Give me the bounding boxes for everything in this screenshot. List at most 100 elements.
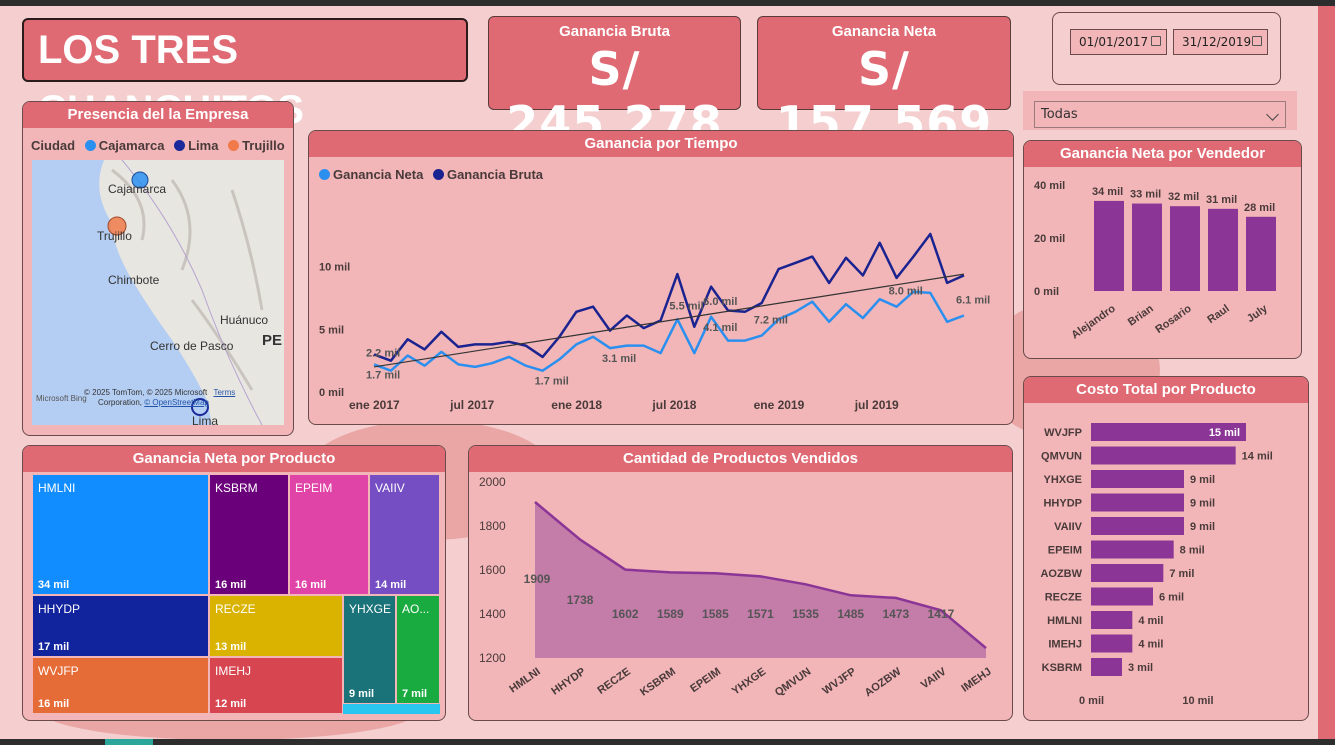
data-label: 1535 [792, 607, 819, 621]
vendor-chart[interactable]: 0 mil 20 mil 40 mil 34 mil Alejandro 33 mil Br… [1024, 168, 1301, 358]
start-date-input[interactable]: 01/01/2017 [1070, 29, 1167, 55]
calendar-icon[interactable] [1252, 36, 1262, 46]
cost-bar [1091, 423, 1246, 441]
map-bubble-lima[interactable] [191, 398, 209, 416]
data-label: 8.0 mil [889, 286, 923, 298]
vendor-panel-title: Ganancia Neta por Vendedor [1024, 141, 1301, 167]
cost-bar [1091, 587, 1153, 606]
map-bubble-cajamarca[interactable] [131, 171, 149, 189]
treemap-tile[interactable]: VAIIV 14 mil [369, 474, 440, 595]
time-legend: Ganancia Neta Ganancia Bruta [319, 167, 543, 182]
map-bubble-trujillo[interactable] [107, 216, 127, 236]
time-panel-title: Ganancia por Tiempo [309, 131, 1013, 157]
x-tick-label: AOZBW [863, 665, 904, 699]
top-bar [0, 0, 1335, 6]
data-label: 1485 [837, 607, 864, 621]
tile-value: 17 mil [38, 641, 70, 653]
calendar-icon[interactable] [1151, 36, 1161, 46]
bar-value-label: 7 mil [1169, 568, 1194, 580]
attribution-terms-link[interactable]: Terms [213, 388, 236, 397]
legend-item-neta[interactable]: Ganancia Neta [333, 167, 424, 182]
tile-value: 13 mil [215, 641, 247, 653]
tile-label: IMEHJ [215, 664, 251, 678]
area-fill [535, 502, 986, 658]
treemap-tile[interactable]: EPEIM 16 mil [289, 474, 369, 595]
y-tick-label: 1800 [479, 519, 506, 533]
treemap-tile[interactable]: HHYDP 17 mil [32, 595, 209, 657]
ocean-area [32, 160, 212, 425]
tile-label: AO... [402, 602, 430, 616]
cost-chart[interactable]: WVJFP 15 mil QMVUN 14 mil YHXGE 9 mil HHYDP 9 m… [1024, 404, 1308, 720]
y-tick-label: HHYDP [1043, 498, 1082, 510]
map-attribution: © 2025 TomTom, © 2025 Microsoft Terms [84, 388, 235, 397]
legend-item-trujillo[interactable]: Trujillo [242, 138, 285, 153]
border-line [121, 160, 263, 425]
y-tick-label: 1600 [479, 563, 506, 577]
data-label: 4.1 mil [703, 322, 737, 334]
x-tick-label: HMLNI [507, 666, 542, 696]
vendor-bar [1094, 200, 1124, 291]
tile-label: RECZE [215, 602, 256, 616]
bar-value-label: 9 mil [1190, 474, 1215, 486]
quantity-chart[interactable]: 1200 1400 1600 1800 2000 1909 1738 1602 1589 1585… [469, 473, 1012, 721]
x-tick-label: jul 2019 [854, 398, 899, 412]
time-chart[interactable]: 0 mil 5 mil 10 mil ene 2017 jul 2017 ene 2018… [309, 159, 1013, 424]
place-chimbote: Chimbote [108, 273, 160, 287]
city-dropdown[interactable]: Todas [1034, 101, 1286, 128]
bing-logo: Microsoft Bing [36, 394, 87, 403]
x-tick-label: VAIIV [919, 665, 949, 691]
terrain-lines [111, 168, 264, 391]
treemap-tile[interactable]: YHXGE 9 mil [343, 595, 396, 704]
treemap-chart[interactable]: HMLNI 34 mil KSBRM 16 mil EPEIM 16 mil VAIIV 14… [32, 474, 440, 714]
attribution-osm-link[interactable]: © OpenStreetMap [144, 398, 209, 407]
bar-value-label: 9 mil [1190, 498, 1215, 510]
trend-line [373, 273, 965, 368]
data-label: 1909 [524, 572, 551, 586]
page-tab-indicator[interactable] [105, 739, 153, 745]
treemap-tile[interactable]: WVJFP 16 mil [32, 657, 209, 714]
tile-label: HHYDP [38, 602, 81, 616]
bar-value-label: 32 mil [1168, 191, 1199, 203]
x-tick-label: WVJFP [820, 666, 858, 698]
end-date-input[interactable]: 31/12/2019 [1173, 29, 1268, 55]
kpi-net-profit[interactable]: Ganancia Neta S/ 157,569 [757, 16, 1011, 150]
y-tick-label: 10 mil [319, 262, 350, 274]
treemap-tile-small[interactable] [343, 704, 440, 714]
vendor-panel: Ganancia Neta por Vendedor 0 mil 20 mil 40… [1023, 140, 1302, 359]
treemap-tile[interactable]: KSBRM 16 mil [209, 474, 289, 595]
x-tick-label: Alejandro [1069, 302, 1118, 341]
data-label: 1589 [657, 607, 684, 621]
x-tick-label: Raul [1205, 303, 1231, 327]
treemap-tile[interactable]: HMLNI 34 mil [32, 474, 209, 595]
bar-value-label: 28 mil [1244, 202, 1275, 214]
y-tick-label: WVJFP [1044, 427, 1082, 439]
kpi-gross-profit[interactable]: Ganancia Bruta S/ 245,278 [488, 16, 741, 150]
quantity-panel-title: Cantidad de Productos Vendidos [469, 446, 1012, 472]
date-range-slicer: 01/01/2017 31/12/2019 [1052, 12, 1281, 85]
tile-value: 16 mil [215, 579, 247, 591]
data-label: 1.7 mil [535, 376, 569, 388]
vendor-bar [1170, 206, 1200, 291]
kpi-net-label: Ganancia Neta [831, 23, 937, 40]
legend-item-lima[interactable]: Lima [188, 138, 219, 153]
data-label: 1571 [747, 607, 774, 621]
start-date-value: 01/01/2017 [1079, 35, 1149, 49]
legend-item-bruta[interactable]: Ganancia Bruta [446, 167, 544, 182]
cost-bar [1091, 517, 1184, 535]
legend-item-cajamarca[interactable]: Cajamarca [98, 138, 165, 153]
treemap-tile[interactable]: AO... 7 mil [396, 595, 440, 704]
y-tick-label: 0 mil [1034, 286, 1059, 298]
x-tick-label: ene 2019 [754, 398, 805, 412]
x-tick-label: HHYDP [549, 666, 587, 698]
y-tick-label: 5 mil [319, 324, 344, 336]
attribution-text: © 2025 TomTom, © 2025 Microsoft [84, 388, 208, 397]
place-country-pe: PE [262, 332, 283, 349]
map-canvas[interactable]: Cajamarca Trujillo Chimbote Huánuco Cerr… [32, 160, 284, 425]
chevron-down-icon[interactable] [1266, 108, 1279, 121]
treemap-tile[interactable]: IMEHJ 12 mil [209, 657, 343, 714]
bar-value-label: 8 mil [1180, 545, 1205, 557]
treemap-tile[interactable]: RECZE 13 mil [209, 595, 343, 657]
cost-bar [1091, 493, 1184, 512]
data-label: 2.2 mil [366, 347, 400, 359]
x-tick-label: Rosario [1153, 302, 1194, 335]
